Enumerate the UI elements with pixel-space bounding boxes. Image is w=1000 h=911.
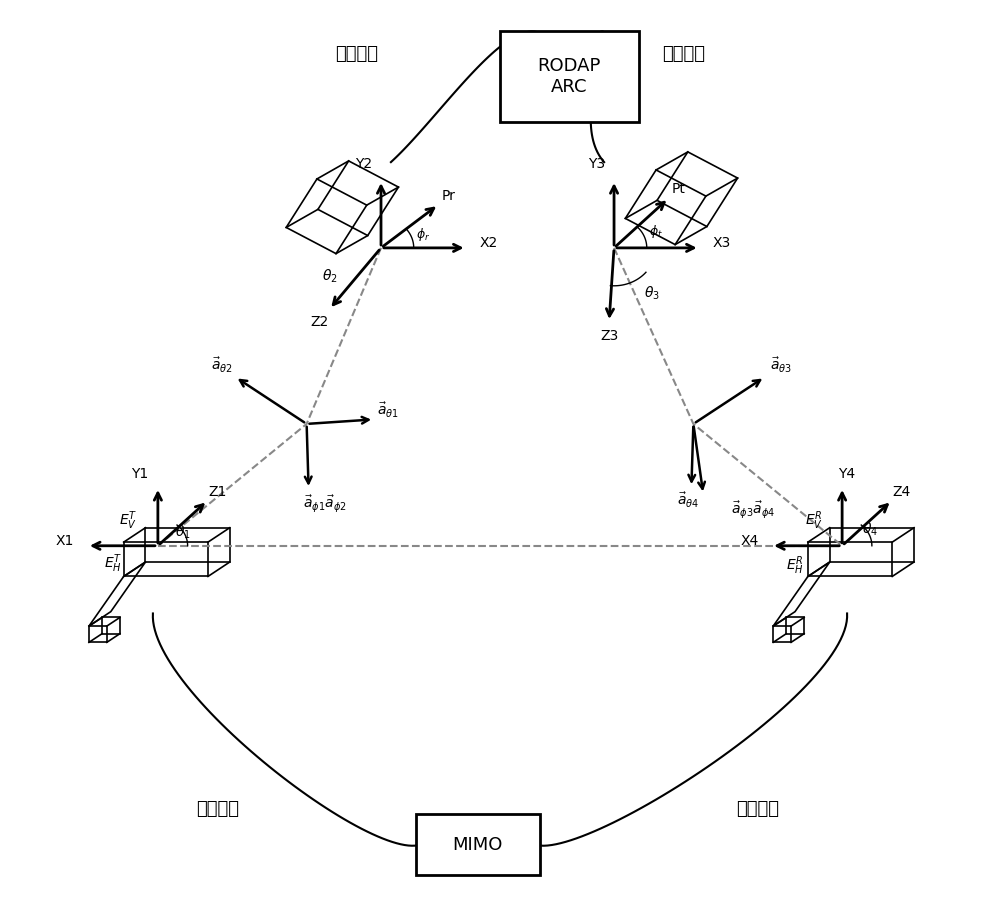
Text: 接收天线: 接收天线: [335, 45, 378, 63]
Text: $\phi_r$: $\phi_r$: [416, 226, 430, 243]
Text: 发射天线: 发射天线: [196, 801, 239, 818]
Text: Pr: Pr: [441, 189, 455, 202]
Text: $\vec{a}_{\theta2}$: $\vec{a}_{\theta2}$: [211, 355, 233, 374]
Text: $E_H^R$: $E_H^R$: [786, 554, 803, 577]
Text: Pt: Pt: [672, 182, 685, 196]
Text: $\vec{a}_{\theta4}$: $\vec{a}_{\theta4}$: [677, 491, 699, 510]
Text: Z1: Z1: [208, 485, 227, 498]
Text: $\theta_2$: $\theta_2$: [322, 268, 337, 285]
Text: X3: X3: [712, 236, 731, 251]
Text: $\vec{a}_{\phi1}\vec{a}_{\phi2}$: $\vec{a}_{\phi1}\vec{a}_{\phi2}$: [303, 493, 346, 514]
Text: $\vec{a}_{\theta3}$: $\vec{a}_{\theta3}$: [770, 355, 792, 374]
Text: Y4: Y4: [839, 466, 856, 481]
Text: $E_H^T$: $E_H^T$: [104, 552, 122, 575]
Text: Y2: Y2: [355, 157, 372, 171]
Text: Z4: Z4: [893, 485, 911, 498]
Text: MIMO: MIMO: [453, 835, 503, 854]
Text: $\vec{a}_{\theta1}$: $\vec{a}_{\theta1}$: [377, 401, 399, 420]
Text: $\theta_3$: $\theta_3$: [644, 284, 660, 302]
FancyBboxPatch shape: [416, 814, 540, 875]
Text: X4: X4: [740, 534, 759, 548]
Text: X1: X1: [56, 534, 74, 548]
Text: Y1: Y1: [131, 466, 149, 481]
Text: RODAP
ARC: RODAP ARC: [538, 57, 601, 96]
Text: 接收天线: 接收天线: [736, 801, 779, 818]
Text: $E_V^T$: $E_V^T$: [119, 509, 137, 532]
Text: $E_V^R$: $E_V^R$: [805, 509, 823, 532]
Text: $\theta_4$: $\theta_4$: [862, 521, 878, 538]
Text: X2: X2: [479, 236, 497, 251]
Text: $\theta_1$: $\theta_1$: [175, 524, 191, 541]
FancyBboxPatch shape: [500, 31, 639, 121]
Text: $\phi_t$: $\phi_t$: [649, 223, 663, 241]
Text: Y3: Y3: [588, 157, 605, 171]
Text: $\vec{a}_{\phi3}\vec{a}_{\phi4}$: $\vec{a}_{\phi3}\vec{a}_{\phi4}$: [731, 499, 775, 520]
Text: 发射天线: 发射天线: [662, 45, 705, 63]
Text: Z3: Z3: [600, 330, 618, 343]
Text: Z2: Z2: [310, 315, 329, 329]
